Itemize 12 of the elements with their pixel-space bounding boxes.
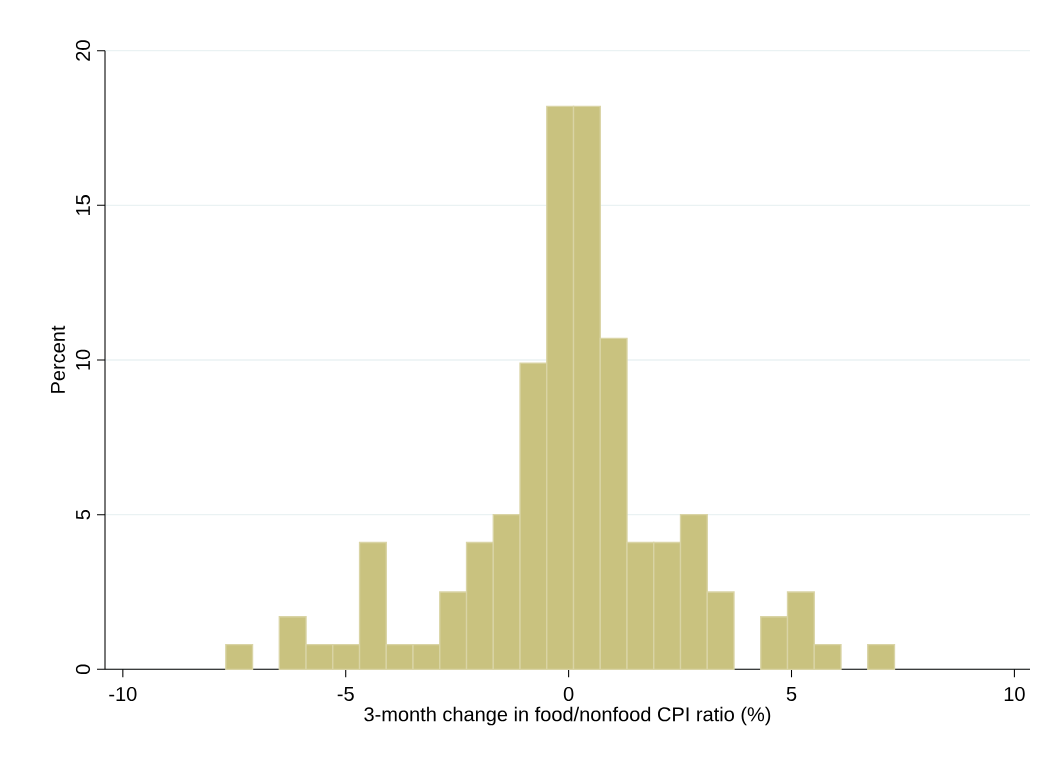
x-tick-label: 10 — [1004, 686, 1025, 702]
y-axis-title: Percent — [51, 325, 65, 393]
y-tick-label: 10 — [75, 349, 91, 370]
x-tick-label: 5 — [786, 686, 797, 701]
y-tick-label: 15 — [76, 195, 91, 215]
y-tick-label: 5 — [76, 509, 91, 520]
x-tick-label: -5 — [337, 686, 354, 701]
x-axis-title: 3-month change in food/nonfood CPI ratio (%) — [364, 706, 771, 726]
y-tick-label: 20 — [75, 40, 91, 61]
x-tick-label: 0 — [563, 686, 574, 702]
x-tick-label: -10 — [109, 686, 137, 702]
y-tick-label: 0 — [75, 664, 91, 675]
